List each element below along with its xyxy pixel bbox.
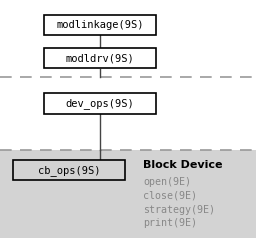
Text: cb_ops(9S): cb_ops(9S) (38, 165, 100, 176)
Bar (44, 94, 156, 114)
Bar (44, 48, 156, 69)
Text: Block Device: Block Device (143, 160, 223, 170)
Bar (0, 150, 256, 238)
Text: modldrv(9S): modldrv(9S) (66, 53, 134, 63)
Bar (13, 160, 125, 180)
Text: open(9E): open(9E) (143, 177, 191, 187)
Bar (44, 15, 156, 35)
Text: strategy(9E): strategy(9E) (143, 205, 215, 215)
Text: modlinkage(9S): modlinkage(9S) (56, 20, 144, 30)
Text: dev_ops(9S): dev_ops(9S) (66, 98, 134, 109)
Text: print(9E): print(9E) (143, 218, 197, 228)
Text: close(9E): close(9E) (143, 191, 197, 201)
